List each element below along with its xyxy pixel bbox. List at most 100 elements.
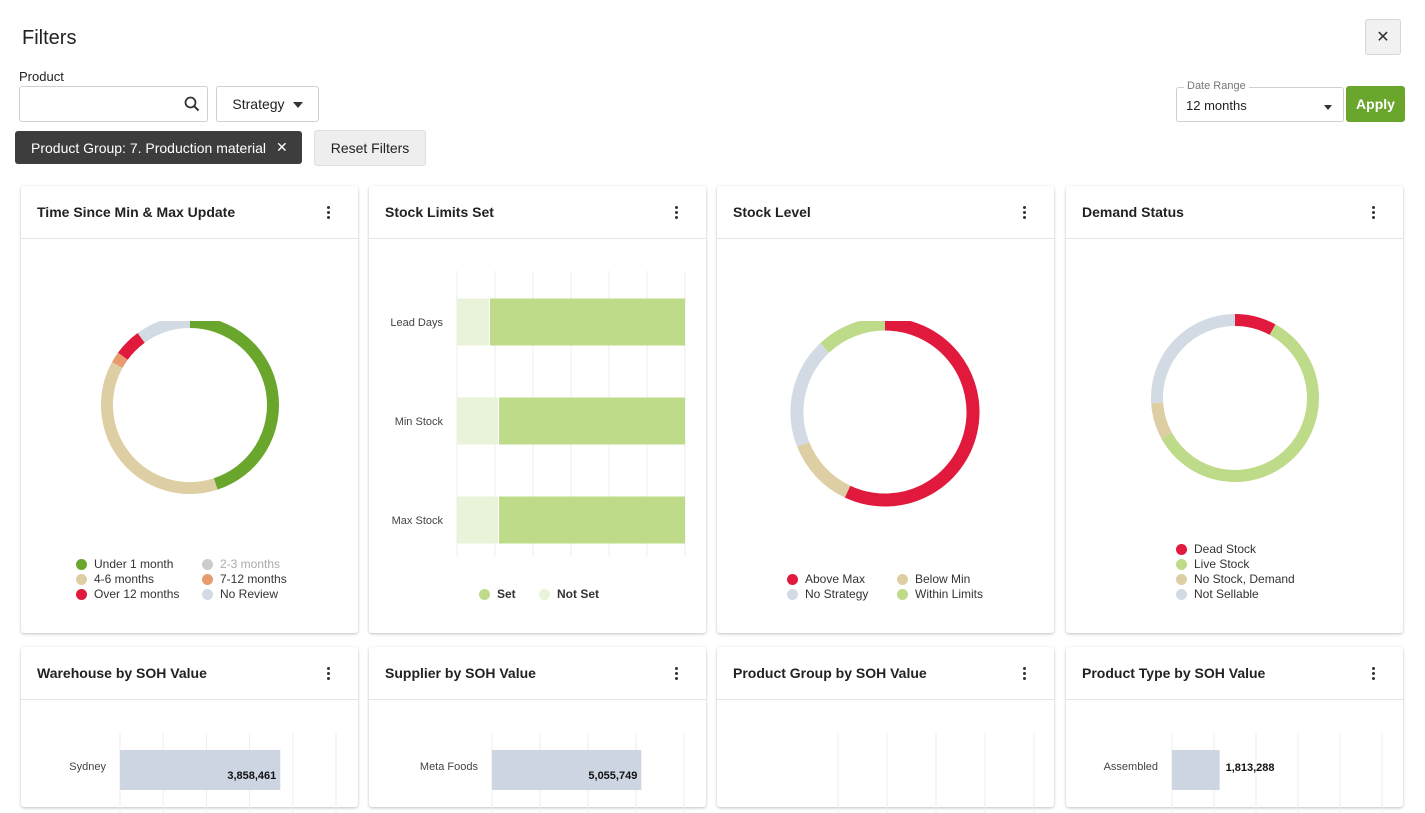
warehouse-bar-chart: Sydney 3,858,461	[69, 733, 337, 813]
stock-level-donut	[790, 321, 980, 507]
category-label: Sydney	[69, 761, 106, 773]
bar-set[interactable]	[499, 496, 685, 544]
legend-item[interactable]: Live Stock	[1176, 557, 1249, 571]
warehouse-soh-card: Warehouse by SOH Value Sydney 3,858,461	[21, 647, 358, 813]
date-range-select[interactable]: Date Range 12 months	[1176, 80, 1344, 122]
card-header: Demand Status	[1066, 186, 1403, 239]
legend-item[interactable]: Over 12 months	[76, 587, 179, 601]
apply-button[interactable]: Apply	[1346, 86, 1405, 122]
product-type-bar-chart: Assembled 1,813,288	[1104, 733, 1383, 813]
card-header: Stock Limits Set	[369, 186, 706, 239]
time-since-donut	[101, 321, 279, 494]
demand-status-donut	[1151, 314, 1319, 482]
data-label: 1,813,288	[1226, 762, 1275, 774]
card-title: Time Since Min & Max Update	[37, 204, 236, 220]
bar-not-set[interactable]	[457, 496, 499, 544]
caret-down-icon	[1324, 105, 1332, 110]
donut-slice-below-min[interactable]	[797, 441, 851, 498]
reset-filters-button[interactable]: Reset Filters	[314, 130, 426, 166]
filter-chip-label: Product Group: 7. Production material	[31, 139, 267, 156]
category-label: Lead Days	[390, 317, 443, 329]
donut-slice-not-sellable[interactable]	[1151, 314, 1236, 404]
stock-level-card: Stock Level Above Max Below Min No Strat…	[717, 186, 1054, 633]
more-options-icon[interactable]	[668, 204, 684, 220]
card-title: Demand Status	[1082, 204, 1184, 220]
donut-slice-4-6-months[interactable]	[101, 362, 218, 494]
bar[interactable]	[1172, 750, 1220, 790]
legend-dot	[897, 588, 908, 600]
legend-dot	[787, 573, 798, 585]
card-header: Product Type by SOH Value	[1066, 647, 1403, 700]
remove-filter-icon[interactable]: ✕	[276, 139, 288, 155]
more-options-icon[interactable]	[1365, 204, 1381, 220]
filter-chip[interactable]: Product Group: 7. Production material ✕	[15, 131, 302, 164]
legend-dot	[1176, 543, 1187, 555]
legend-item[interactable]: Not Sellable	[1176, 587, 1259, 601]
legend-dot	[787, 588, 798, 600]
category-label: Min Stock	[395, 416, 444, 428]
product-search-input[interactable]	[19, 86, 208, 122]
more-options-icon[interactable]	[668, 665, 684, 681]
donut-slice-dead-stock[interactable]	[1234, 314, 1276, 336]
card-header: Product Group by SOH Value	[717, 647, 1054, 700]
donut-slice-above-max[interactable]	[844, 321, 980, 507]
legend-item[interactable]: Set	[479, 587, 516, 601]
bar-set[interactable]	[499, 397, 685, 445]
legend-item[interactable]: Under 1 month	[76, 557, 173, 571]
strategy-dropdown[interactable]: Strategy	[216, 86, 319, 122]
legend-item[interactable]: No Stock, Demand	[1176, 572, 1295, 586]
bar-not-set[interactable]	[457, 298, 489, 346]
donut-slice-no-stock-demand[interactable]	[1151, 402, 1173, 439]
donut-slice-no-review[interactable]	[137, 321, 191, 343]
legend-dot	[202, 558, 213, 570]
date-range-value: 12 months	[1186, 98, 1247, 113]
legend-dot	[897, 573, 908, 585]
card-title: Product Group by SOH Value	[733, 665, 927, 681]
legend-dot	[76, 573, 87, 585]
category-label: Meta Foods	[420, 761, 479, 773]
product-label: Product	[19, 69, 64, 84]
legend-dot	[202, 588, 213, 600]
close-icon: ✕	[1376, 29, 1390, 46]
close-button[interactable]: ✕	[1365, 19, 1401, 55]
legend-item[interactable]: Within Limits	[897, 587, 983, 601]
legend-dot	[76, 588, 87, 600]
legend-dot	[1176, 573, 1187, 585]
donut-slice-under-1-month[interactable]	[189, 321, 279, 490]
more-options-icon[interactable]	[320, 665, 336, 681]
demand-status-card: Demand Status Dead Stock Live Stock No S…	[1066, 186, 1403, 633]
legend-dot	[76, 558, 87, 570]
bar-not-set[interactable]	[457, 397, 499, 445]
legend-item[interactable]: Not Set	[539, 587, 599, 601]
more-options-icon[interactable]	[1016, 665, 1032, 681]
legend-item[interactable]: Below Min	[897, 572, 970, 586]
supplier-bar-chart: Meta Foods 5,055,749	[420, 733, 685, 813]
legend-item[interactable]: Above Max	[787, 572, 865, 586]
caret-down-icon	[292, 102, 303, 108]
legend-item[interactable]: No Strategy	[787, 587, 868, 601]
donut-slice-live-stock[interactable]	[1161, 324, 1319, 482]
donut-slice-within-limits[interactable]	[820, 321, 886, 353]
legend-item[interactable]: 7-12 months	[202, 572, 287, 586]
card-title: Stock Limits Set	[385, 204, 494, 220]
legend-item[interactable]: 4-6 months	[76, 572, 154, 586]
donut-slice-over-12-months[interactable]	[117, 332, 145, 360]
legend-dot	[1176, 558, 1187, 570]
legend-item[interactable]: No Review	[202, 587, 278, 601]
time-since-update-card: Time Since Min & Max Update Under 1 mont…	[21, 186, 358, 633]
legend-dot	[1176, 588, 1187, 600]
donut-slice-7-12-months[interactable]	[112, 352, 128, 368]
stock-limits-card: Stock Limits Set Lead Days Min Stock Max S…	[369, 186, 706, 633]
more-options-icon[interactable]	[320, 204, 336, 220]
donut-slice-no-strategy[interactable]	[790, 343, 830, 447]
more-options-icon[interactable]	[1016, 204, 1032, 220]
card-title: Product Type by SOH Value	[1082, 665, 1266, 681]
bar-set[interactable]	[489, 298, 685, 346]
more-options-icon[interactable]	[1365, 665, 1381, 681]
data-label: 3,858,461	[227, 770, 276, 782]
product-type-soh-card: Product Type by SOH Value Assembled 1,813…	[1066, 647, 1403, 813]
strategy-label: Strategy	[232, 96, 285, 112]
search-icon[interactable]	[184, 96, 200, 112]
legend-item[interactable]: Dead Stock	[1176, 542, 1256, 556]
legend-item[interactable]: 2-3 months	[202, 557, 280, 571]
